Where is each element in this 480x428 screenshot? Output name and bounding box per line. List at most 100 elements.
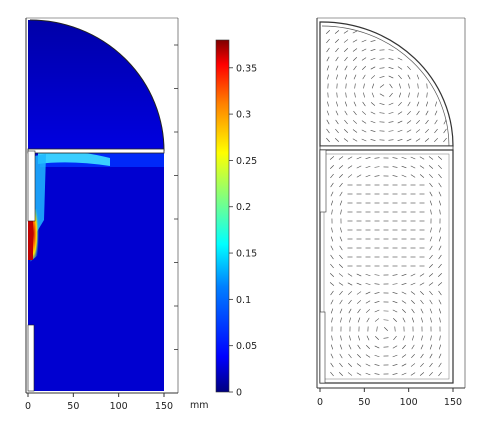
velocity-arrow (407, 111, 410, 115)
velocity-arrow (327, 102, 328, 107)
colorbar-tick-label: 0.3 (236, 110, 251, 121)
velocity-arrow (439, 237, 441, 242)
velocity-arrow (340, 237, 342, 242)
velocity-arrow (357, 300, 361, 303)
velocity-arrow (393, 275, 398, 276)
velocity-arrow (389, 131, 394, 132)
velocity-arrow (331, 300, 333, 304)
velocity-arrow (418, 93, 419, 98)
velocity-arrow (331, 255, 334, 259)
velocity-arrow (330, 165, 334, 169)
velocity-arrow (353, 31, 357, 33)
velocity-arrow (402, 301, 406, 304)
velocity-arrow (358, 345, 361, 349)
velocity-arrow (429, 255, 432, 259)
left-x-tick-label: 100 (110, 401, 128, 412)
velocity-arrow (420, 157, 424, 160)
velocity-arrow (375, 176, 380, 177)
velocity-arrow (362, 139, 367, 141)
velocity-arrow (339, 255, 342, 259)
velocity-arrow (429, 363, 432, 367)
velocity-arrow (402, 292, 406, 294)
velocity-arrow (336, 57, 339, 61)
velocity-arrow (358, 318, 360, 323)
velocity-arrow (393, 310, 397, 312)
colorbar-gradient (216, 40, 229, 392)
velocity-arrow (331, 345, 333, 350)
velocity-arrow (362, 49, 366, 51)
velocity-arrow (371, 40, 376, 41)
colorbar-tick-label: 0.1 (236, 295, 251, 306)
velocity-arrow (327, 129, 330, 133)
velocity-arrow (421, 336, 422, 341)
velocity-arrow (435, 111, 437, 116)
velocity-arrow (340, 201, 342, 206)
left-x-tick-label: 150 (155, 401, 173, 412)
velocity-arrow (353, 40, 357, 43)
velocity-arrow (336, 102, 337, 107)
velocity-arrows (326, 30, 446, 376)
velocity-arrow (326, 138, 329, 142)
velocity-arrow (407, 130, 411, 133)
velocity-arrow (344, 39, 348, 42)
velocity-arrow (408, 93, 409, 98)
velocity-arrow (362, 58, 366, 61)
velocity-arrow (332, 336, 333, 341)
velocity-arrow (430, 192, 432, 196)
inlet-wall-upper (28, 151, 35, 221)
velocity-arrow (439, 183, 442, 187)
velocity-arrow (402, 283, 407, 284)
velocity-arrow (331, 183, 334, 187)
velocity-arrow (393, 167, 398, 168)
velocity-arrow (438, 174, 441, 178)
velocity-arrow (339, 273, 343, 276)
velocity-arrow (421, 354, 424, 358)
velocity-arrow (344, 57, 347, 61)
velocity-arrow (331, 309, 333, 314)
velocity-arrow (375, 301, 380, 302)
velocity-arrow (353, 49, 357, 52)
hot-wall (28, 220, 33, 260)
velocity-arrow (417, 111, 420, 115)
velocity-arrow (429, 372, 432, 376)
velocity-arrow (366, 283, 371, 284)
velocity-arrow (335, 30, 339, 33)
velocity-arrow (353, 57, 357, 60)
right-inlet-lower (320, 312, 325, 383)
velocity-arrow (402, 157, 407, 158)
velocity-arrow (398, 75, 401, 79)
velocity-arrow (440, 210, 441, 215)
velocity-arrow (389, 76, 394, 78)
velocity-arrow (331, 201, 333, 206)
velocity-arrow (430, 228, 431, 233)
velocity-arrow (443, 138, 446, 142)
colorbar-tick-label: 0.2 (236, 202, 251, 213)
velocity-arrow (357, 373, 361, 376)
velocity-arrow (362, 40, 367, 42)
left-x-unit: mm (190, 400, 209, 411)
velocity-arrow (345, 111, 348, 115)
right-dome-inner (322, 26, 449, 146)
velocity-arrow (367, 318, 370, 322)
velocity-arrow (345, 66, 347, 70)
colorbar-tick-label: 0.15 (236, 249, 257, 260)
velocity-arrow (425, 138, 429, 141)
velocity-arrow (371, 112, 375, 114)
velocity-arrow (402, 309, 406, 313)
velocity-arrow (355, 84, 356, 89)
velocity-arrow (380, 76, 385, 77)
velocity-arrow (337, 93, 338, 98)
dome-field (28, 20, 164, 151)
velocity-arrow (331, 363, 334, 367)
velocity-arrow (411, 373, 415, 376)
velocity-arrow (439, 300, 441, 304)
velocity-arrow (403, 336, 405, 341)
velocity-arrow (398, 112, 402, 115)
velocity-arrow (335, 129, 338, 133)
velocity-arrow (354, 75, 356, 80)
velocity-arrow (362, 130, 366, 132)
velocity-arrow (330, 282, 334, 285)
velocity-arrow (345, 102, 347, 107)
velocity-arrow (339, 283, 343, 286)
